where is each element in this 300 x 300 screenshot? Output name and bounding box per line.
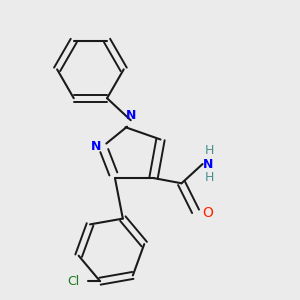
Text: N: N xyxy=(202,158,213,170)
Text: N: N xyxy=(91,140,101,153)
Text: H: H xyxy=(204,171,214,184)
Text: Cl: Cl xyxy=(67,275,79,288)
Text: O: O xyxy=(202,206,213,220)
Text: N: N xyxy=(125,109,136,122)
Text: H: H xyxy=(204,144,214,157)
